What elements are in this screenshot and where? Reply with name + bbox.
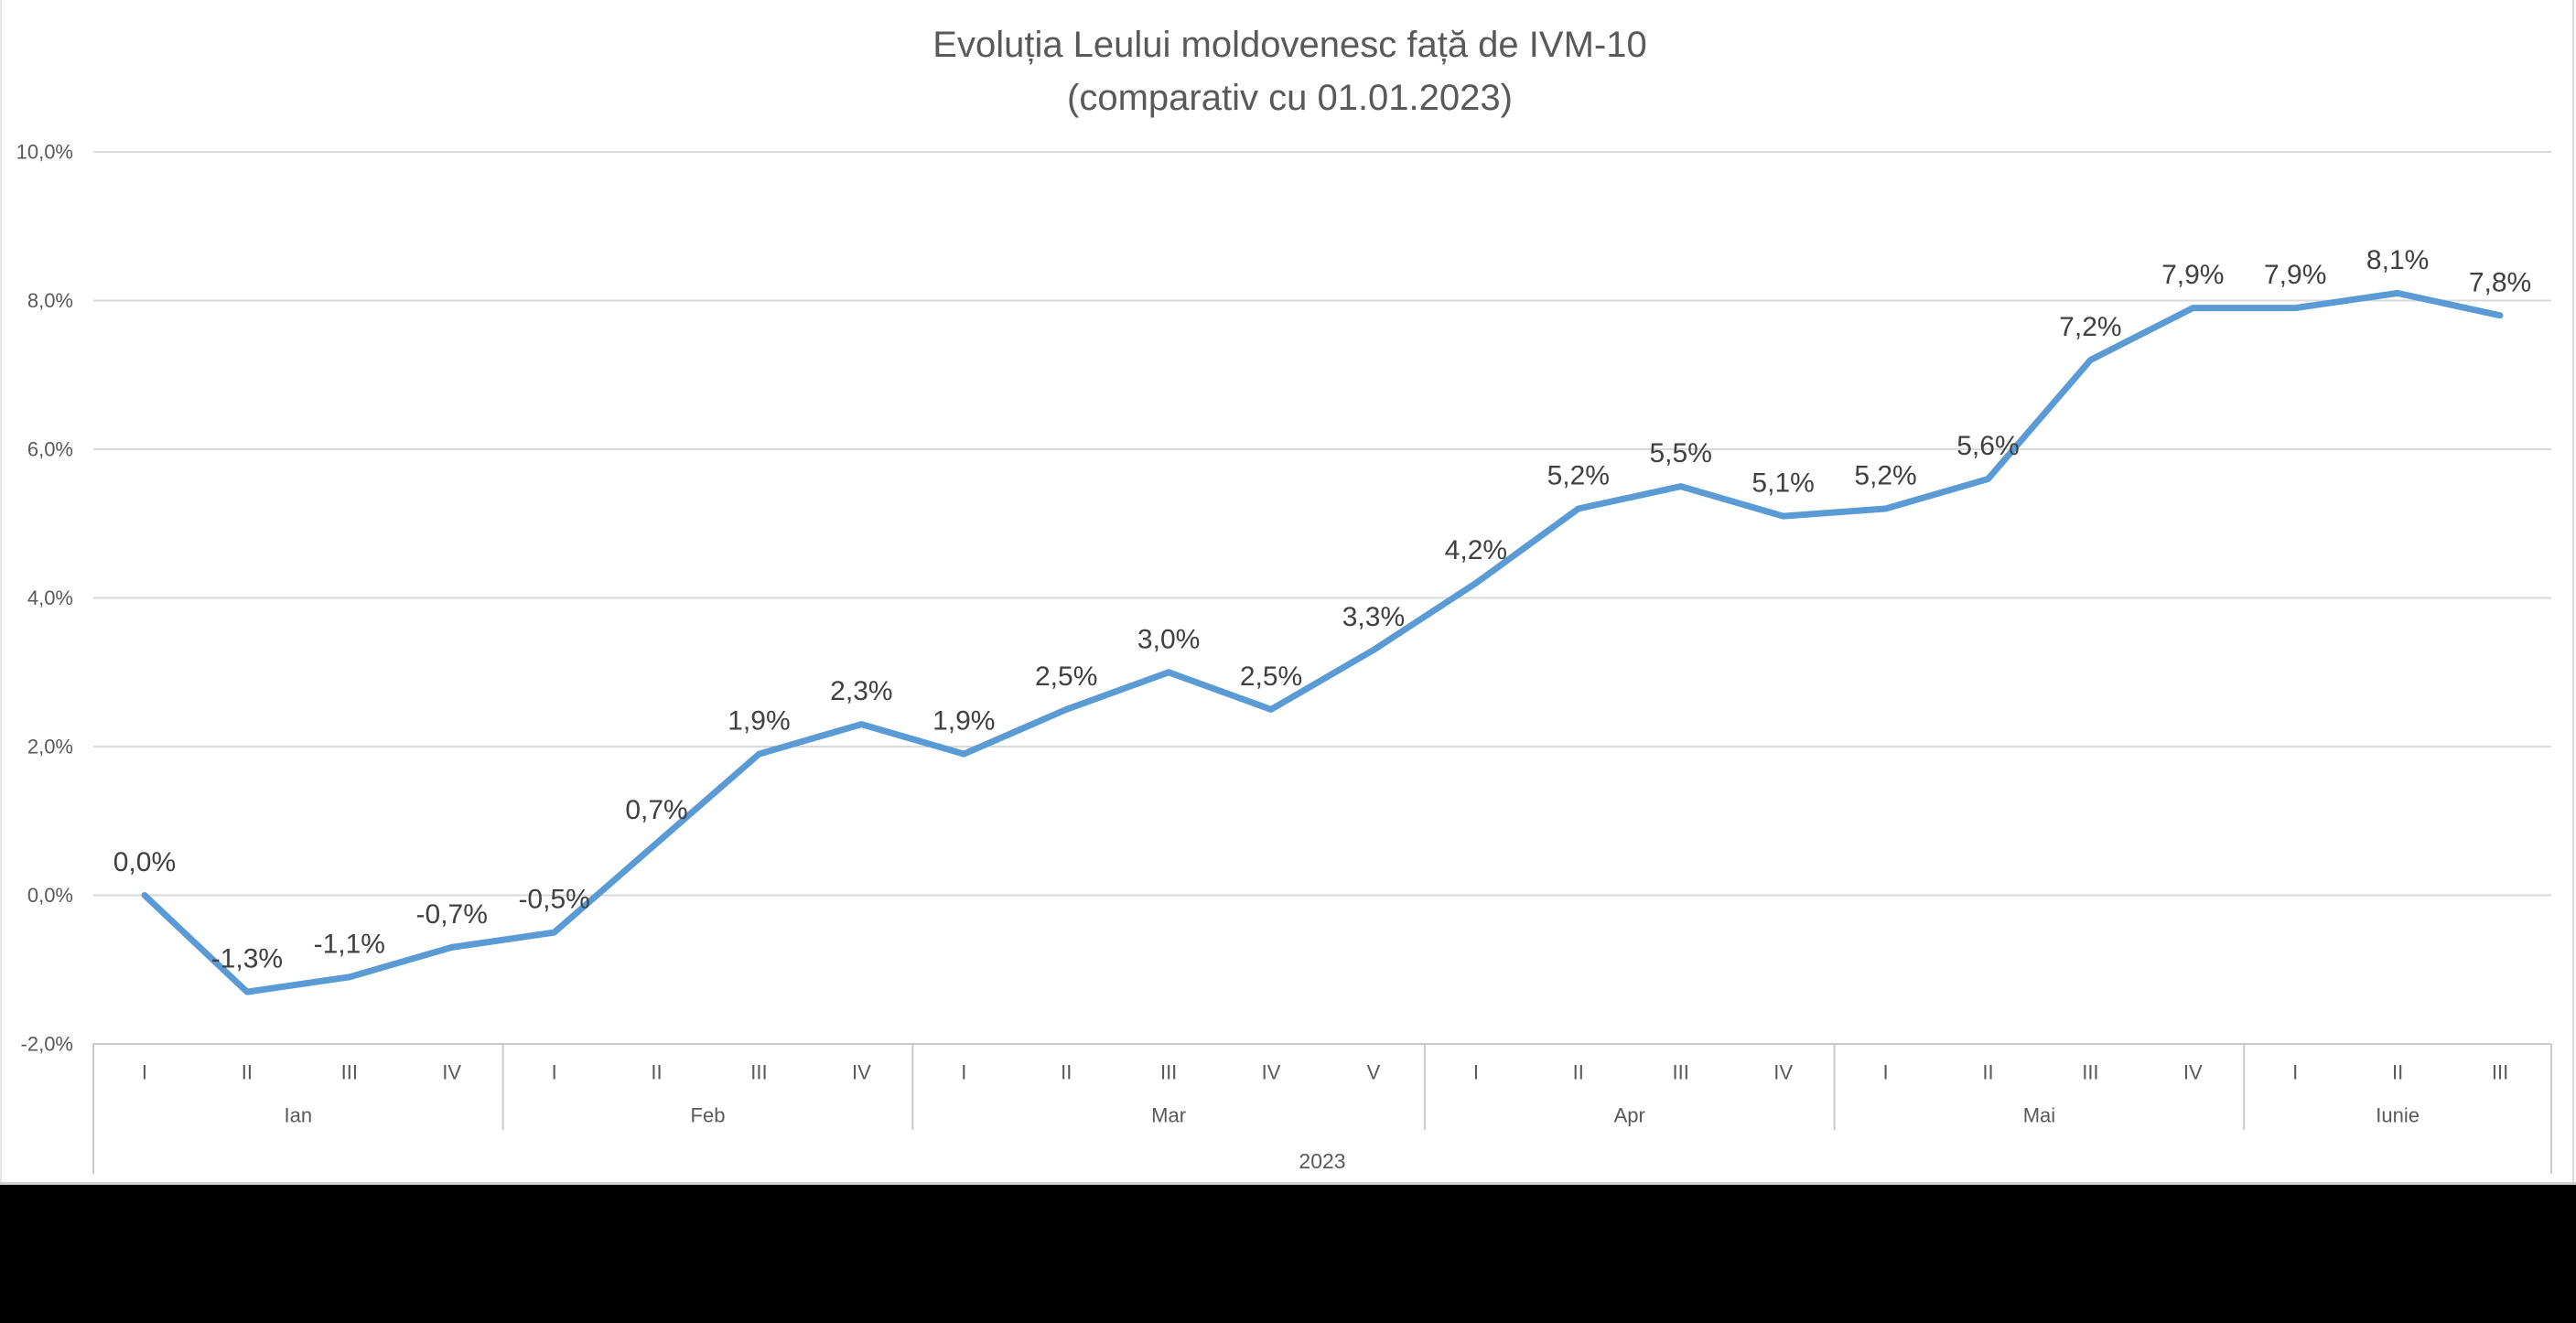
- y-tick-label: -2,0%: [21, 1033, 73, 1056]
- data-point-label: 4,2%: [1445, 535, 1507, 565]
- chart-title: Evoluția Leului moldovenesc față de IVM-…: [2, 18, 2576, 124]
- y-tick-label: 0,0%: [27, 884, 73, 907]
- week-tick-label: III: [341, 1061, 358, 1084]
- week-tick-label: III: [2492, 1061, 2508, 1084]
- data-point-label: 7,2%: [2059, 312, 2121, 342]
- data-point-label: 2,5%: [1240, 662, 1302, 692]
- series-line: [141, 289, 2504, 995]
- data-point-label: 0,7%: [625, 795, 687, 825]
- data-point-label: 2,3%: [830, 676, 892, 706]
- data-point-label: 3,0%: [1137, 624, 1200, 654]
- week-tick-label: III: [1673, 1061, 1689, 1084]
- week-tick-label: I: [142, 1061, 147, 1084]
- data-point-label: 5,2%: [1547, 461, 1610, 491]
- week-tick-label: IV: [442, 1061, 461, 1084]
- y-tick-label: 8,0%: [27, 289, 73, 312]
- week-tick-label: II: [1573, 1061, 1584, 1084]
- data-point-label: 7,9%: [2264, 260, 2326, 290]
- data-point-label: -0,7%: [416, 899, 488, 930]
- data-point-label: 2,5%: [1035, 662, 1097, 692]
- week-tick-label: V: [1367, 1061, 1381, 1084]
- week-tick-label: IV: [1262, 1061, 1281, 1084]
- week-tick-label: II: [2392, 1061, 2403, 1084]
- week-tick-label: IV: [2183, 1061, 2203, 1084]
- month-label: Apr: [1614, 1104, 1645, 1127]
- week-tick-label: III: [750, 1061, 767, 1084]
- y-tick-label: 4,0%: [27, 586, 73, 609]
- chart-title-line1: Evoluția Leului moldovenesc față de IVM-…: [932, 25, 1647, 65]
- month-label: Ian: [285, 1104, 313, 1127]
- week-tick-label: I: [1882, 1061, 1888, 1084]
- black-bottom-bar: [0, 1185, 2576, 1323]
- week-tick-label: I: [2292, 1061, 2298, 1084]
- data-point-label: 0,0%: [113, 847, 176, 877]
- data-point-label: 7,8%: [2469, 267, 2531, 297]
- data-point-label: 7,9%: [2161, 260, 2224, 290]
- week-tick-label: IV: [1773, 1061, 1793, 1084]
- week-tick-label: I: [961, 1061, 966, 1084]
- week-tick-label: I: [552, 1061, 557, 1084]
- data-point-label: 5,1%: [1751, 468, 1814, 499]
- week-tick-label: II: [1982, 1061, 1993, 1084]
- data-point-label: -0,5%: [518, 885, 589, 915]
- chart-canvas: Evoluția Leului moldovenesc față de IVM-…: [0, 0, 2576, 1182]
- data-point-label: 1,9%: [932, 706, 995, 737]
- data-point-label: 8,1%: [2366, 245, 2429, 275]
- week-tick-label: II: [1061, 1061, 1072, 1084]
- month-label: Feb: [691, 1104, 726, 1127]
- month-label: Mai: [2023, 1104, 2055, 1127]
- chart-title-line2: (comparativ cu 01.01.2023): [1067, 78, 1513, 118]
- month-label: Iunie: [2376, 1104, 2420, 1127]
- data-point-label: 1,9%: [728, 706, 790, 737]
- week-tick-label: IV: [852, 1061, 871, 1084]
- data-point-label: -1,3%: [211, 944, 283, 974]
- data-point-label: 5,5%: [1650, 438, 1712, 468]
- data-point-label: 5,2%: [1854, 461, 1916, 491]
- y-tick-label: 10,0%: [16, 141, 73, 164]
- data-point-label: 5,6%: [1956, 431, 2019, 461]
- week-tick-label: III: [1160, 1061, 1177, 1084]
- week-tick-label: II: [242, 1061, 253, 1084]
- week-tick-label: III: [2082, 1061, 2098, 1084]
- year-label: 2023: [1299, 1149, 1345, 1173]
- data-point-label: -1,1%: [314, 929, 385, 959]
- week-tick-label: II: [651, 1061, 662, 1084]
- month-label: Mar: [1151, 1104, 1186, 1127]
- week-tick-label: I: [1473, 1061, 1479, 1084]
- y-tick-label: 6,0%: [27, 438, 73, 461]
- y-tick-label: 2,0%: [27, 736, 73, 758]
- chart-bottom-border: [0, 1182, 2576, 1185]
- line-chart-plot: 10,0%8,0%6,0%4,0%2,0%0,0%-2,0%I II III IVIa…: [16, 0, 2574, 1182]
- data-point-label: 3,3%: [1342, 602, 1405, 632]
